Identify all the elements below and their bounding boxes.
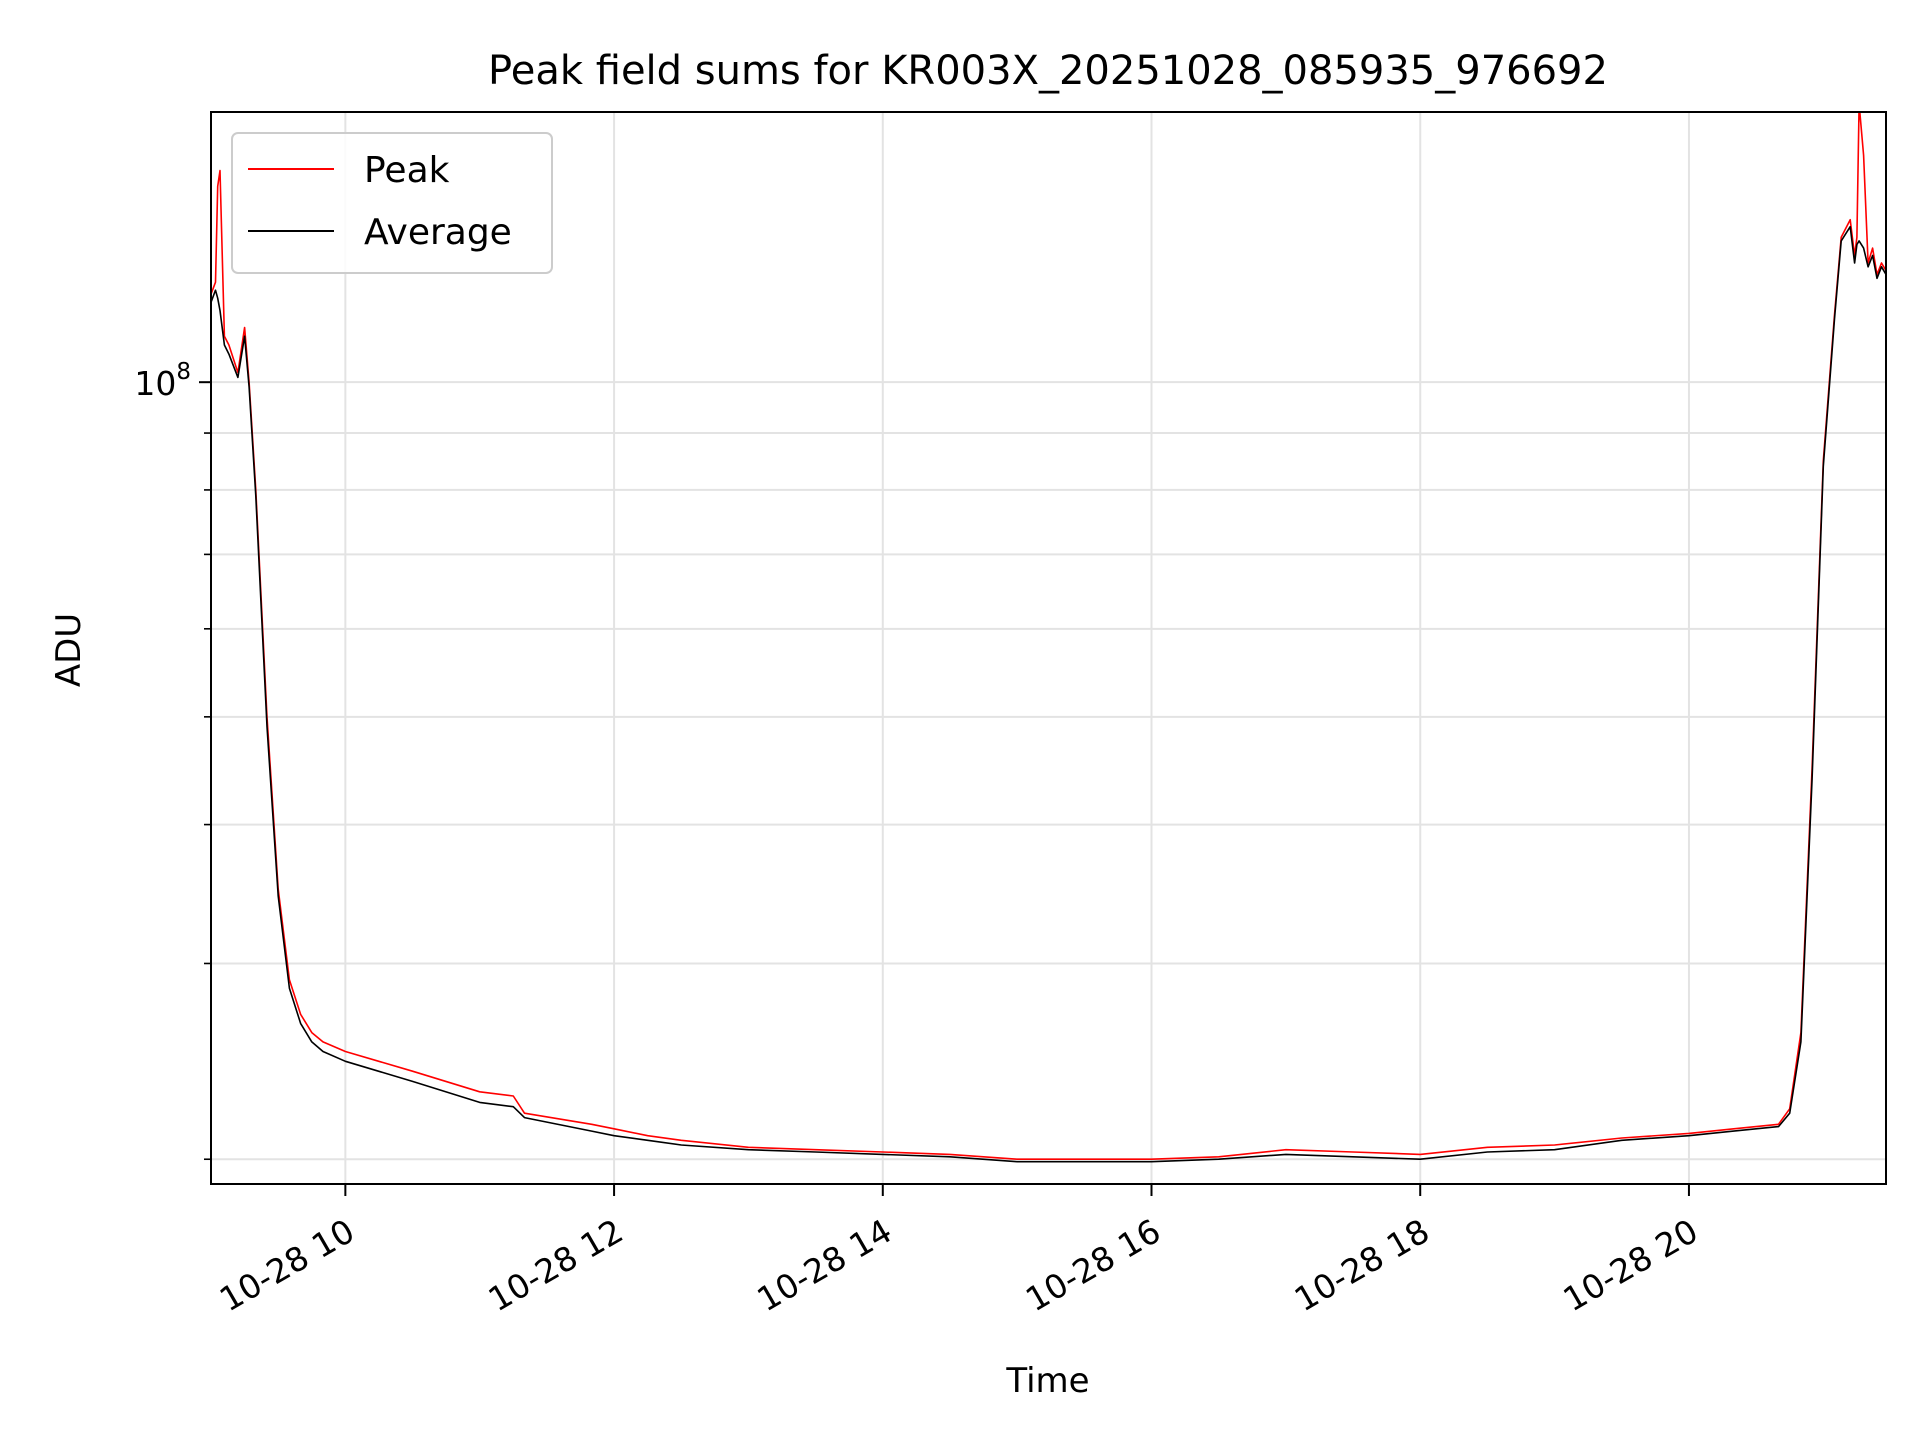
legend: Peak Average — [231, 132, 553, 274]
y-axis: 108 — [134, 359, 211, 1161]
grid-lines — [211, 112, 1886, 1184]
legend-label-peak: Peak — [364, 150, 450, 191]
chart-title: Peak field sums for KR003X_20251028_0859… — [488, 48, 1608, 94]
y-tick-label: 108 — [134, 359, 191, 403]
x-axis-label: Time — [1005, 1361, 1089, 1401]
series-line-average — [211, 225, 1886, 1163]
y-axis-label: ADU — [49, 613, 89, 687]
plot-frame — [210, 111, 1887, 1185]
legend-label-average: Average — [364, 212, 512, 253]
